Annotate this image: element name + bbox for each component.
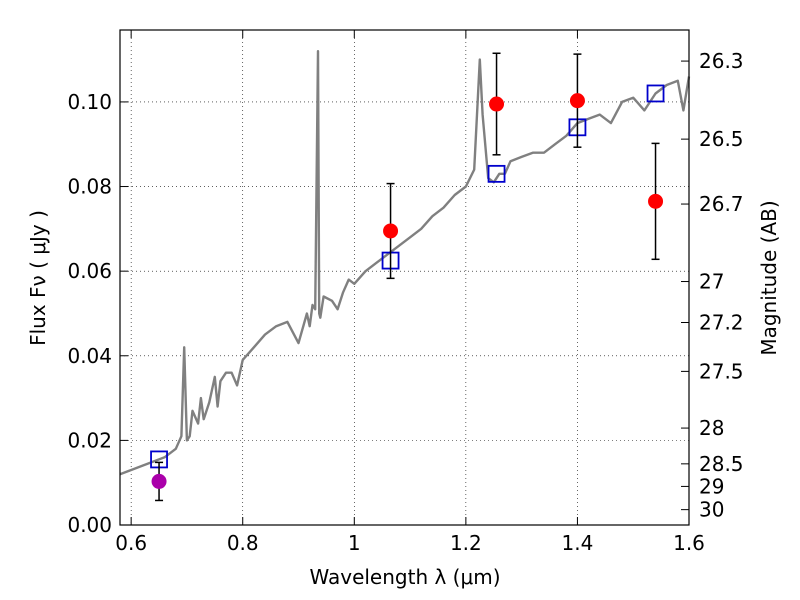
mag-tick-label: 29	[699, 474, 724, 498]
observed-flux-point	[383, 223, 399, 239]
plot-frame	[119, 29, 690, 526]
mag-tick-label: 27.2	[699, 310, 744, 334]
mag-tick-label: 30	[699, 498, 724, 522]
mag-tick-label: 28	[699, 416, 724, 440]
optical-flux-point	[151, 473, 167, 489]
y-axis-label: Flux Fν ( μJy )	[26, 210, 50, 346]
y-tick-label: 0.00	[67, 513, 112, 537]
right-axis-label: Magnitude (AB)	[757, 200, 781, 355]
plot-content	[119, 50, 691, 502]
mag-tick-label: 28.5	[699, 452, 744, 476]
mag-tick-label: 26.7	[699, 192, 744, 216]
mag-tick-label: 26.3	[699, 49, 744, 73]
y-tick-label: 0.08	[67, 175, 112, 199]
x-tick-label: 1.2	[450, 531, 482, 555]
model-spectrum-line	[119, 50, 691, 476]
y-tick-label: 0.04	[67, 344, 112, 368]
x-axis-label: Wavelength λ (μm)	[309, 565, 500, 589]
y-tick-label: 0.10	[67, 90, 112, 114]
x-tick-label: 1.6	[673, 531, 705, 555]
y-tick-label: 0.02	[67, 428, 112, 452]
observed-flux-point	[489, 96, 505, 112]
observed-flux-point	[569, 93, 585, 109]
mag-tick-label: 27.5	[699, 359, 744, 383]
y-tick-label: 0.06	[67, 259, 112, 283]
x-tick-label: 1	[348, 531, 361, 555]
mag-tick-label: 26.5	[699, 127, 744, 151]
model-photometry-square	[646, 84, 665, 103]
model-photometry-square	[487, 164, 506, 183]
x-tick-label: 1.4	[562, 531, 594, 555]
x-tick-label: 0.8	[227, 531, 259, 555]
observed-flux-point	[648, 193, 664, 209]
x-tick-label: 0.6	[115, 531, 147, 555]
axis-ticks: 0.6 0.8 1 1.2 1.4 1.6 0.00 0.02 0.04 0.06 0.08 0.10…	[67, 30, 744, 555]
mag-tick-label: 27	[699, 270, 724, 294]
